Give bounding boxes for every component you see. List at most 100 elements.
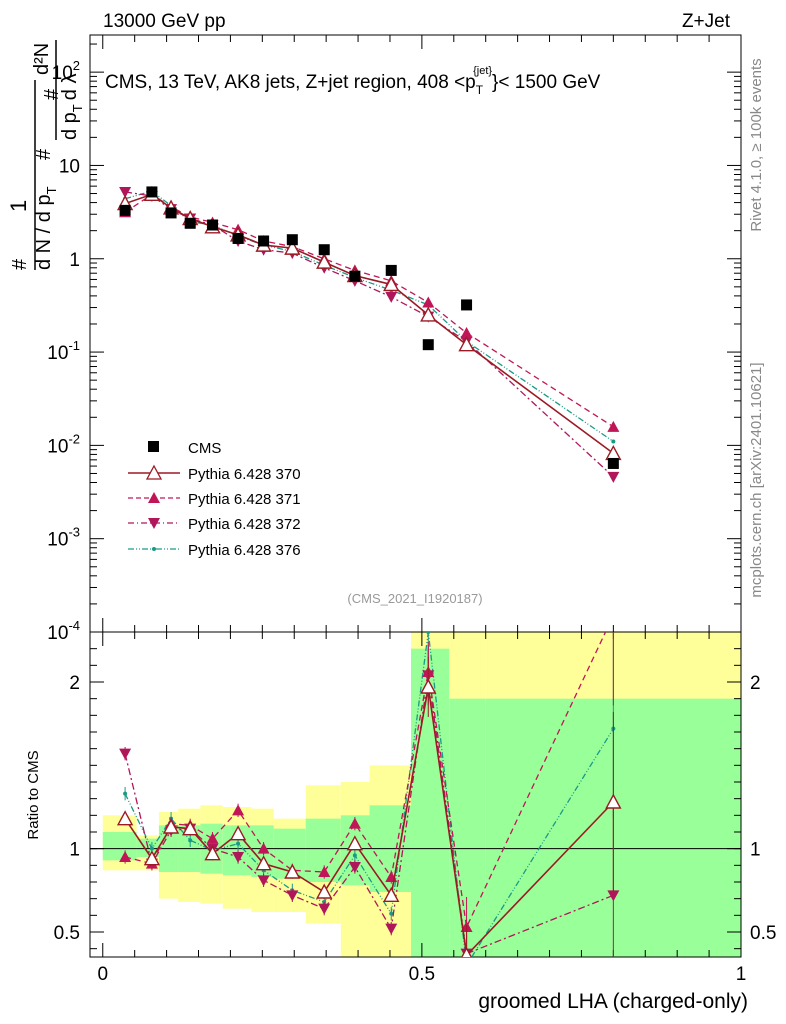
ratio-point-p372	[318, 903, 331, 915]
ratio-point-p376	[389, 911, 394, 916]
ratio-point-p371	[348, 817, 361, 829]
chart-title-sub: T	[476, 83, 484, 97]
ylabel-dp-dl: d pTd λ	[59, 74, 85, 140]
ratio-point-p371	[318, 866, 331, 877]
main-y-tick-label: 1	[69, 250, 80, 271]
ratio-line-p376	[124, 632, 614, 957]
main-y-tick-label: 10	[59, 156, 80, 177]
ratio-point-p372	[385, 923, 398, 935]
main-y-tick-exp: -1	[68, 338, 80, 353]
main-y-tick-label: 10-3	[47, 525, 80, 551]
main-series	[116, 185, 622, 483]
ylabel-hash-1: #	[9, 258, 31, 270]
main-y-tick-label: 10-1	[47, 338, 80, 364]
ratio-frame	[89, 631, 742, 958]
x-axis-label: groomed LHA (charged-only)	[478, 990, 748, 1013]
main-y-tick-base: 10	[47, 343, 68, 364]
ratio-point-p370	[284, 863, 301, 879]
main-y-tick-base: 1	[69, 250, 80, 271]
cms-point	[232, 232, 244, 244]
cms-point	[286, 234, 298, 246]
ratio-point-p371	[119, 851, 132, 862]
ratio-point-p372	[257, 875, 270, 887]
ratio-y-tick-label: 1	[69, 840, 80, 861]
ratio-point-p370	[383, 886, 400, 903]
main-line-p376	[124, 190, 614, 443]
ylabel-dl: d λ	[59, 74, 81, 101]
ratio-point-p376	[465, 963, 469, 967]
ratio-point-p370	[605, 793, 622, 809]
legend-label-p371: Pythia 6.428 371	[188, 491, 301, 508]
main-point-p371	[607, 420, 620, 432]
ratio-point-p370	[461, 946, 473, 957]
mcplots-label: mcplots.cern.ch [arXiv:2401.10621]	[748, 362, 765, 597]
main-line-p371	[124, 193, 614, 428]
ratio-point-p370	[182, 820, 199, 836]
main-point-p371	[422, 296, 435, 308]
ratio-point-p376	[123, 791, 128, 796]
ylabel-d2n: d²N	[31, 43, 53, 75]
chart-title-tail: }< 1500 GeV	[492, 72, 601, 93]
legend-item-p376: Pythia 6.428 376	[128, 542, 301, 559]
ratio-point-p376	[352, 853, 357, 858]
ratio-point-p371	[607, 609, 619, 620]
cms-point	[461, 299, 473, 311]
main-y-tick-exp: 2	[73, 58, 80, 73]
main-y-axis-label: # 1 d N / d pT # d²N d pTd λ #	[6, 40, 85, 270]
main-y-tick-exp: -2	[68, 431, 80, 446]
ratio-point-p372	[607, 890, 620, 902]
cms-data-points	[119, 186, 619, 469]
ratio-y-tick-label-right: 0.5	[750, 923, 776, 944]
main-y-tick-base: 10	[47, 623, 68, 644]
band-green	[102, 832, 137, 861]
main-point-p372	[119, 186, 132, 198]
ratio-point-p376	[149, 846, 154, 851]
rivet-version-label: Rivet 4.1.0, ≥ 100k events	[748, 58, 765, 231]
analysis-id: (CMS_2021_I1920187)	[347, 591, 482, 606]
cms-point	[119, 204, 131, 216]
cms-point	[207, 219, 219, 231]
legend-label-p370: Pythia 6.428 370	[188, 466, 301, 483]
cms-point	[349, 270, 361, 282]
header-left: 13000 GeV pp	[103, 11, 226, 32]
legend-marker-p371	[148, 492, 160, 503]
cms-point	[607, 457, 619, 469]
ratio-point-p370	[116, 810, 134, 826]
ratio-y-tick-label-right: 1	[750, 840, 761, 861]
main-x-ticks	[102, 35, 742, 632]
x-tick-label: 0.5	[409, 964, 435, 985]
legend-item-p372: Pythia 6.428 372	[128, 516, 301, 533]
cms-point	[165, 207, 177, 219]
header-right: Z+Jet	[682, 11, 731, 32]
cms-point	[318, 244, 330, 256]
legend-item-p370: Pythia 6.428 370	[128, 464, 301, 483]
main-point-p372	[385, 291, 398, 303]
main-line-p370	[124, 193, 614, 455]
main-y-tick-label: 10-4	[47, 618, 80, 644]
cms-point	[184, 217, 196, 229]
legend-label-p372: Pythia 6.428 372	[188, 516, 301, 533]
ratio-point-p372	[286, 890, 299, 902]
legend-item-p371: Pythia 6.428 371	[128, 491, 301, 508]
ratio-series-clipped	[116, 609, 622, 967]
main-point-p370	[316, 253, 333, 269]
ratio-point-p372	[119, 748, 132, 760]
main-point-p370	[458, 336, 475, 352]
x-tick-label: 0	[97, 964, 108, 985]
ylabel-dn-dpt: d N / d pT	[33, 186, 59, 270]
main-y-tick-exp: -3	[68, 525, 80, 540]
main-point-p370	[284, 239, 301, 255]
ratio-point-p371	[206, 832, 219, 844]
cms-point	[258, 235, 270, 247]
ratio-point-p376	[188, 838, 193, 843]
ratio-point-p371	[232, 804, 245, 816]
ratio-point-p370	[162, 818, 180, 834]
ratio-y-axis-label: Ratio to CMS	[25, 750, 42, 839]
cms-point	[146, 186, 158, 198]
main-y-tick-base: 10	[47, 436, 68, 457]
legend-marker-p370	[145, 464, 163, 480]
ylabel-one: 1	[6, 200, 31, 212]
chart-title: CMS, 13 TeV, AK8 jets, Z+jet region, 408…	[105, 65, 601, 97]
